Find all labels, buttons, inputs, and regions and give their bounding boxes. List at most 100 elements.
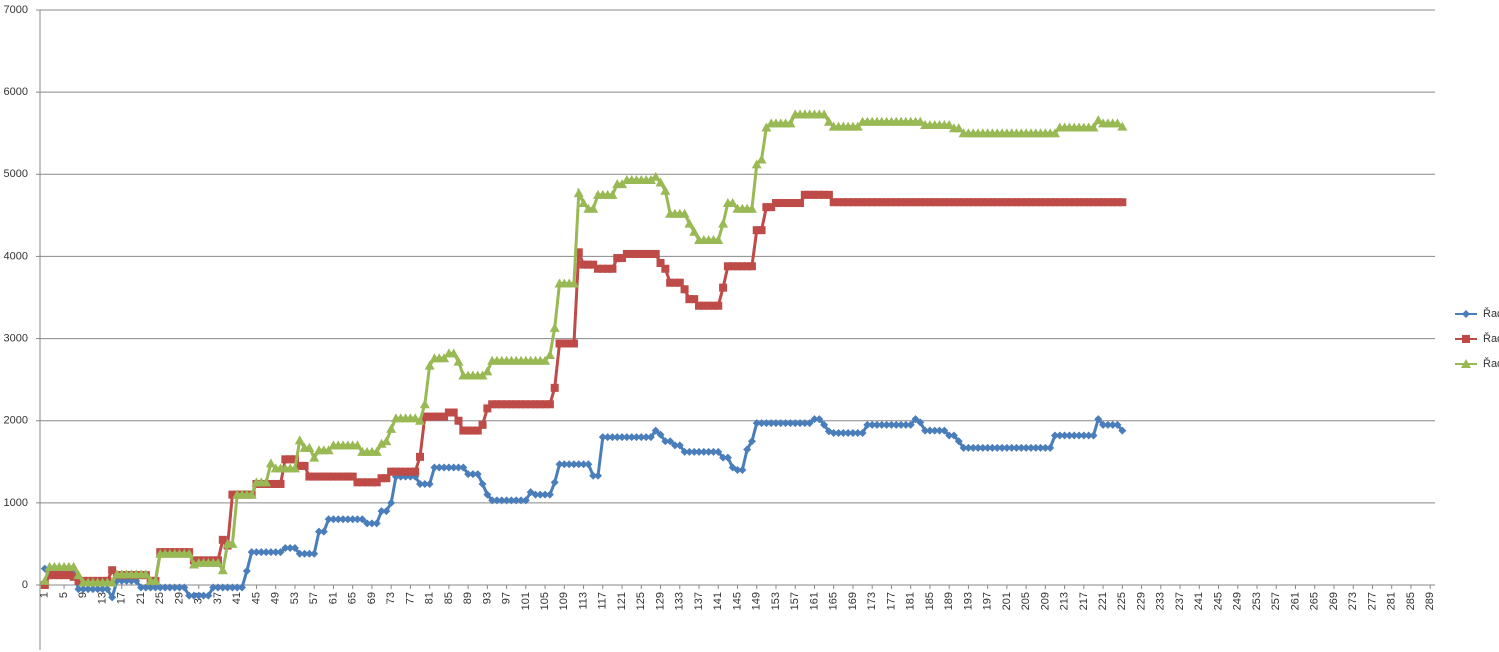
x-tick-label: 165 <box>828 592 840 610</box>
marker <box>670 441 679 450</box>
marker <box>853 429 862 438</box>
marker <box>839 198 848 207</box>
marker <box>55 571 64 580</box>
marker <box>656 430 665 439</box>
x-tick-label: 177 <box>885 592 897 610</box>
marker <box>108 593 117 602</box>
marker <box>367 478 376 487</box>
x-tick-label: 133 <box>674 592 686 610</box>
marker <box>315 527 323 536</box>
marker <box>1049 128 1060 138</box>
marker <box>300 461 309 470</box>
marker <box>679 208 690 218</box>
marker <box>940 426 949 435</box>
marker <box>1079 431 1088 440</box>
marker <box>1017 198 1026 207</box>
marker <box>1070 431 1079 440</box>
marker <box>800 419 809 428</box>
marker <box>655 177 666 187</box>
marker <box>536 400 545 409</box>
x-tick-label: 225 <box>1116 592 1128 610</box>
marker <box>565 339 574 348</box>
marker <box>651 249 660 258</box>
marker <box>1084 198 1093 207</box>
x-tick-label: 229 <box>1135 592 1147 610</box>
marker <box>776 199 785 208</box>
x-tick-label: 17 <box>116 592 128 604</box>
marker <box>544 350 555 359</box>
marker <box>969 198 978 207</box>
marker <box>921 426 930 435</box>
marker <box>579 460 588 469</box>
marker <box>911 198 920 207</box>
marker <box>719 283 728 292</box>
x-tick-label: 185 <box>924 592 936 610</box>
marker <box>718 218 729 228</box>
marker <box>785 118 796 128</box>
marker <box>978 443 987 452</box>
y-tick-label: 6000 <box>4 86 28 98</box>
marker <box>290 544 299 553</box>
marker <box>1075 431 1084 440</box>
x-tick-label: 109 <box>558 592 570 610</box>
marker <box>578 198 589 208</box>
marker <box>1007 198 1016 207</box>
marker <box>560 339 569 348</box>
marker <box>363 478 372 487</box>
marker <box>339 472 348 481</box>
marker <box>1026 443 1035 452</box>
marker <box>594 264 602 273</box>
marker <box>1050 198 1059 207</box>
marker <box>675 441 684 450</box>
marker <box>233 583 242 592</box>
marker <box>502 496 511 505</box>
marker <box>747 262 756 271</box>
marker <box>276 479 285 488</box>
marker <box>290 455 299 464</box>
marker <box>863 198 872 207</box>
marker <box>574 460 583 469</box>
marker <box>464 470 473 479</box>
marker <box>733 466 742 474</box>
marker <box>666 278 675 287</box>
marker <box>1112 118 1123 128</box>
marker <box>416 452 425 461</box>
marker <box>1089 431 1098 440</box>
marker <box>632 433 641 442</box>
x-tick-label: 257 <box>1270 592 1282 610</box>
marker <box>1012 443 1021 452</box>
marker <box>1084 431 1093 440</box>
marker <box>492 400 501 409</box>
marker <box>334 515 343 524</box>
marker <box>545 400 554 409</box>
marker <box>974 443 983 452</box>
marker <box>74 576 83 585</box>
marker <box>444 408 453 417</box>
marker <box>800 190 809 199</box>
marker <box>1041 198 1050 207</box>
marker <box>954 437 963 446</box>
marker <box>454 463 463 472</box>
marker <box>478 479 487 488</box>
x-tick-label: 9 <box>77 592 89 598</box>
marker <box>555 339 564 348</box>
marker <box>1093 115 1104 125</box>
marker <box>786 419 795 428</box>
marker <box>695 447 704 456</box>
y-tick-label: 3000 <box>4 332 28 344</box>
marker <box>1088 122 1099 132</box>
marker <box>468 470 477 479</box>
marker <box>310 472 319 481</box>
marker <box>262 548 271 557</box>
marker <box>901 198 910 207</box>
marker <box>449 463 458 472</box>
marker <box>573 188 584 198</box>
marker <box>892 420 901 429</box>
marker <box>704 447 713 456</box>
marker <box>406 467 415 476</box>
x-tick-label: 73 <box>385 592 397 604</box>
x-tick-label: 265 <box>1309 592 1321 610</box>
marker <box>305 472 314 481</box>
marker <box>1002 198 1011 207</box>
marker <box>944 120 955 129</box>
